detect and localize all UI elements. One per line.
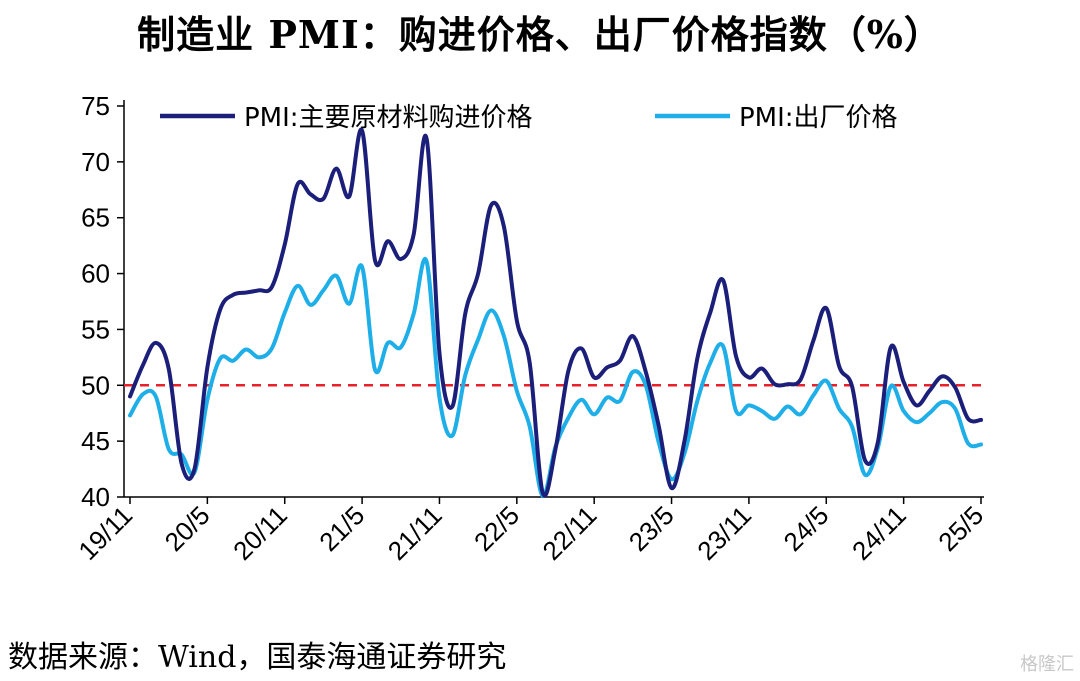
x-tick-label: 24/11	[846, 500, 912, 566]
series-group	[128, 127, 983, 498]
x-tick-label: 25/5	[932, 500, 989, 557]
series-line-output-price	[128, 256, 983, 498]
x-tick-label: 22/5	[468, 500, 525, 557]
x-tick-label: 23/5	[623, 500, 680, 557]
x-tick-label: 24/5	[778, 500, 835, 557]
y-tick-label: 75	[81, 91, 110, 121]
x-tick-label: 20/11	[227, 500, 293, 566]
y-axis: 40 45 50 55 60 65 70 75	[81, 91, 125, 512]
chart-title: 制造业 PMI：购进价格、出厂价格指数（%）	[137, 12, 943, 57]
legend-item-purchase-price: PMI:主要原材料购进价格	[160, 103, 533, 133]
legend-label: PMI:主要原材料购进价格	[244, 103, 533, 133]
x-tick-label: 20/5	[159, 500, 216, 557]
x-tick-label: 22/11	[537, 500, 603, 566]
y-tick-label: 60	[81, 259, 110, 289]
y-tick-label: 65	[81, 203, 110, 233]
y-tick-label: 70	[81, 147, 110, 177]
legend-label: PMI:出厂价格	[739, 103, 898, 133]
source-note: 数据来源：Wind，国泰海通证券研究	[8, 640, 507, 675]
y-tick-label: 50	[81, 370, 110, 400]
series-line-purchase-price	[128, 127, 983, 498]
y-tick-label: 55	[81, 314, 110, 344]
x-tick-label: 23/11	[691, 500, 757, 566]
x-tick-label: 21/5	[313, 500, 370, 557]
x-tick-label: 21/11	[382, 500, 448, 566]
y-tick-label: 45	[81, 426, 110, 456]
y-tick-label: 40	[81, 482, 110, 512]
watermark: 格隆汇	[1020, 654, 1074, 675]
legend-item-output-price: PMI:出厂价格	[655, 103, 898, 133]
x-axis: 19/11 20/5 20/11 21/5 21/11 22/5 22/11 23/5 23/1…	[72, 496, 989, 566]
legend: PMI:主要原材料购进价格 PMI:出厂价格	[160, 103, 898, 133]
